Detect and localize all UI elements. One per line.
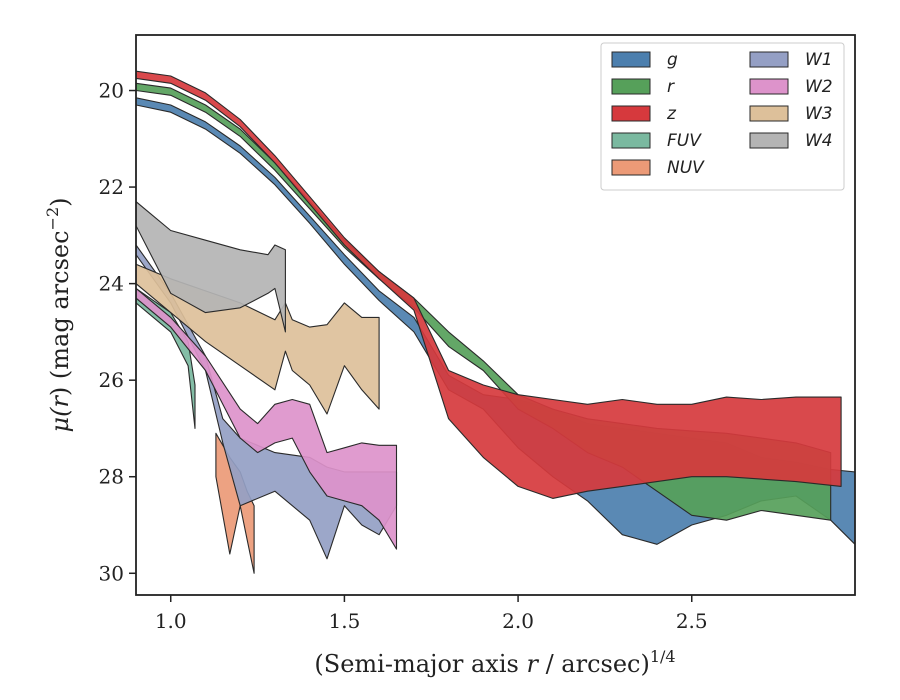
legend-label-r: r bbox=[667, 77, 675, 97]
legend-label-w1: W1 bbox=[805, 50, 833, 70]
y-tick-label: 20 bbox=[99, 79, 124, 103]
legend-label-g: g bbox=[667, 50, 678, 70]
y-axis-label: μ(r) (mag arcsec−2) bbox=[43, 197, 74, 432]
legend-label-z: z bbox=[666, 104, 677, 124]
series-band-w2 bbox=[136, 287, 398, 550]
legend-swatch-w3 bbox=[749, 105, 789, 122]
legend-swatch-r bbox=[611, 78, 651, 95]
y-tick-label: 28 bbox=[99, 465, 124, 489]
legend-swatch-w2 bbox=[749, 78, 789, 95]
x-tick-label: 2.0 bbox=[502, 609, 534, 633]
x-axis-label: (Semi-major axis r / arcsec)1/4 bbox=[314, 647, 675, 678]
x-tick-label: 1.0 bbox=[155, 609, 187, 633]
legend-swatch-g bbox=[611, 51, 651, 68]
legend-swatch-w1 bbox=[749, 51, 789, 68]
y-tick-label: 26 bbox=[99, 368, 124, 392]
legend-swatch-nuv bbox=[611, 159, 651, 176]
series-band-g bbox=[136, 97, 855, 545]
series-layer bbox=[136, 70, 855, 574]
legend-label-w3: W3 bbox=[805, 104, 833, 124]
legend: grz FUV NUV W1 W2 W3 W4 bbox=[600, 42, 845, 191]
y-tick-label: 24 bbox=[99, 272, 124, 296]
legend-label-w4: W4 bbox=[805, 131, 833, 151]
y-tick-label: 30 bbox=[99, 561, 124, 585]
plot-frame bbox=[135, 34, 856, 596]
legend-label-fuv: FUV bbox=[667, 131, 702, 151]
legend-label-nuv: NUV bbox=[667, 158, 705, 178]
x-tick-label: 2.5 bbox=[676, 609, 708, 633]
x-tick-label: 1.5 bbox=[328, 609, 360, 633]
series-band-w4 bbox=[136, 201, 286, 333]
axes-ticks: 1.0 1.5 2.0 2.5 20 22 24 26 28 30 bbox=[99, 79, 708, 633]
legend-label-w2: W2 bbox=[805, 77, 833, 97]
legend-swatch-fuv bbox=[611, 132, 651, 149]
series-band-z bbox=[136, 70, 842, 499]
legend-swatch-w4 bbox=[749, 132, 789, 149]
y-tick-label: 22 bbox=[99, 175, 124, 199]
legend-swatch-z bbox=[611, 105, 651, 122]
